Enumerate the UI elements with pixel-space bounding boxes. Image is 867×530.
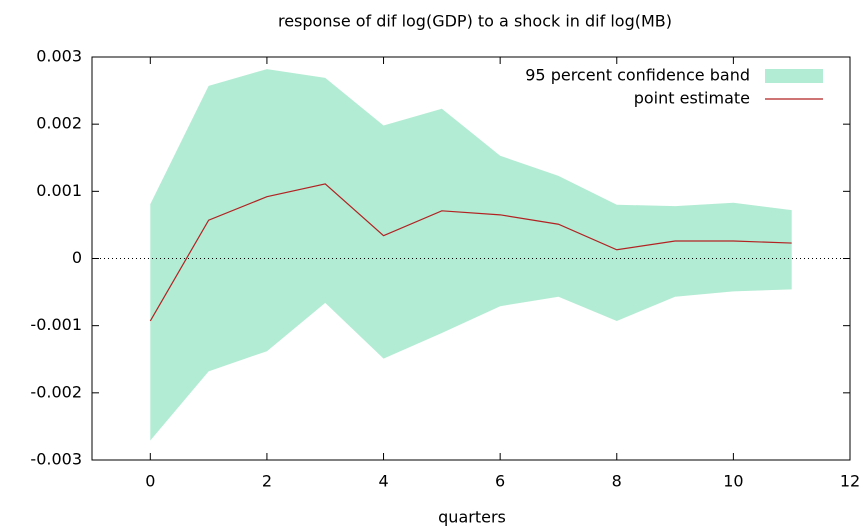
x-tick-label: 10	[723, 472, 743, 491]
legend-label: point estimate	[634, 89, 750, 108]
x-tick-label: 0	[145, 472, 155, 491]
chart-title: response of dif log(GDP) to a shock in d…	[278, 12, 672, 31]
x-tick-label: 4	[378, 472, 388, 491]
y-tick-label: 0	[72, 248, 82, 267]
y-tick-label: 0.002	[36, 114, 82, 133]
line-series	[149, 183, 792, 322]
x-tick-label: 12	[840, 472, 860, 491]
y-tick-label: -0.001	[30, 315, 82, 334]
x-tick-label: 2	[262, 472, 272, 491]
y-tick-label: 0.001	[36, 181, 82, 200]
x-tick-label: 8	[612, 472, 622, 491]
confidence-band	[150, 69, 792, 441]
legend-swatch	[765, 69, 823, 83]
x-tick-label: 6	[495, 472, 505, 491]
y-tick-label: 0.003	[36, 47, 82, 66]
y-tick-label: -0.002	[30, 382, 82, 401]
y-tick-label: -0.003	[30, 450, 82, 469]
x-axis-label: quarters	[438, 508, 506, 527]
legend-label: 95 percent confidence band	[525, 66, 750, 85]
